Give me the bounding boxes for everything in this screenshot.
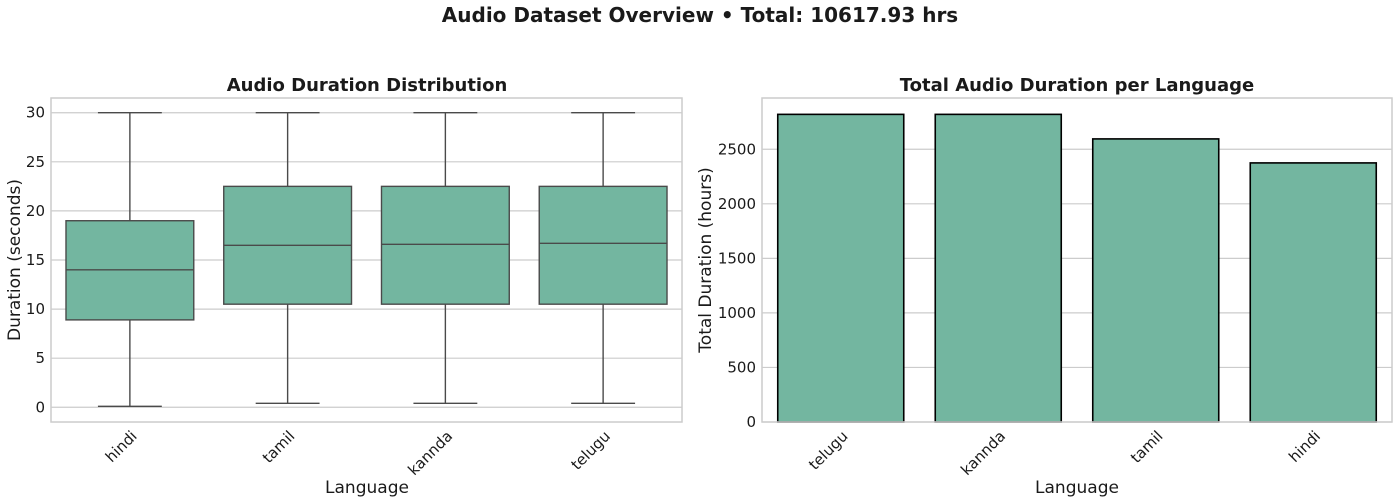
box-chart-y-tick-label: 25 <box>26 153 45 171</box>
box-hindi <box>65 112 195 407</box>
figure-title: Audio Dataset Overview • Total: 10617.93… <box>442 3 958 27</box>
box-chart-boxes <box>65 112 668 407</box>
box-chart-y-tick-label: 5 <box>35 349 45 367</box>
box-chart-y-tick-label: 30 <box>26 104 45 122</box>
bar-chart-y-tick-label: 500 <box>727 358 756 376</box>
bar-chart-x-tick-label: telugu <box>805 427 852 474</box>
box-iqr <box>380 185 510 305</box>
bar-chart-y-tick-label: 1500 <box>718 249 756 267</box>
box-chart-frame <box>50 97 683 423</box>
bar-chart-y-tick-label: 0 <box>746 413 756 431</box>
box-chart-y-ticks: 0 5 10 15 20 25 30 <box>26 104 45 417</box>
box-chart-x-tick-label: kannda <box>404 427 456 479</box>
bar-chart-bars <box>776 113 1378 423</box>
bar-chart-x-label: Language <box>1035 478 1119 498</box>
bar-telugu <box>776 113 905 423</box>
bar-chart-y-tick-label: 2500 <box>718 140 756 158</box>
bar-chart-frame <box>761 97 1393 423</box>
box-chart-x-tick-label: telugu <box>567 427 614 474</box>
box-chart-x-tick-label: hindi <box>102 427 141 466</box>
bar-hindi <box>1249 162 1378 423</box>
box-chart-x-tick-label: tamil <box>259 427 299 467</box>
box-chart-y-tick-label: 10 <box>26 300 45 318</box>
bar-chart-y-tick-label: 2000 <box>718 195 756 213</box>
box-chart-x-label: Language <box>325 478 409 498</box>
box-chart-x-ticks: hindi tamil kannda telugu <box>102 427 614 479</box>
bar-tamil <box>1091 138 1220 423</box>
bar-chart-x-ticks: telugu kannda tamil hindi <box>805 427 1324 479</box>
bar-chart: Total Audio Duration per Language 0 500 10… <box>696 75 1393 498</box>
bar-chart-y-ticks: 0 500 1000 1500 2000 2500 <box>718 140 756 431</box>
box-kannda <box>380 112 510 405</box>
box-chart-y-tick-label: 20 <box>26 202 45 220</box>
box-chart-y-label: Duration (seconds) <box>5 179 25 341</box>
bar-chart-y-label: Total Duration (hours) <box>696 167 716 353</box>
bar-chart-x-tick-label: tamil <box>1127 427 1167 467</box>
box-chart-y-tick-label: 0 <box>35 398 45 416</box>
box-iqr <box>538 185 668 305</box>
box-telugu <box>538 112 668 405</box>
box-chart-y-tick-label: 15 <box>26 251 45 269</box>
box-chart-title: Audio Duration Distribution <box>227 75 508 96</box>
bar-chart-x-tick-label: hindi <box>1285 427 1324 466</box>
bar-kannda <box>934 113 1063 423</box>
bar-chart-y-tick-label: 1000 <box>718 304 756 322</box>
box-tamil <box>223 112 353 405</box>
bar-chart-x-tick-label: kannda <box>957 427 1009 479</box>
bar-chart-title: Total Audio Duration per Language <box>900 75 1254 96</box>
box-chart: Audio Duration Distribution 0 5 10 15 20 25 30… <box>5 75 683 498</box>
